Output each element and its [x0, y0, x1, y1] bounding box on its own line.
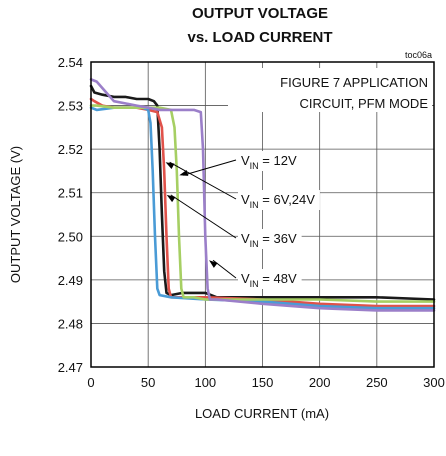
- chart-subtitle: vs. LOAD CURRENT: [187, 29, 332, 46]
- y-axis-label: OUTPUT VOLTAGE (V): [8, 146, 23, 283]
- y-tick-label: 2.48: [58, 316, 83, 331]
- x-axis-label: LOAD CURRENT (mA): [195, 406, 329, 421]
- label-arrowhead: [167, 195, 176, 202]
- y-tick-label: 2.53: [58, 99, 83, 114]
- label-arrow: [183, 160, 236, 175]
- x-tick-label: 150: [252, 375, 274, 390]
- x-tick-label: 300: [423, 375, 445, 390]
- x-ticks: 0 50 100 150 200 250 300: [87, 375, 444, 390]
- y-tick-label: 2.47: [58, 360, 83, 375]
- label-arrowhead: [166, 162, 175, 169]
- x-tick-label: 250: [366, 375, 388, 390]
- y-tick-label: 2.51: [58, 186, 83, 201]
- y-tick-label: 2.52: [58, 142, 83, 157]
- x-tick-label: 50: [141, 375, 155, 390]
- x-tick-label: 100: [194, 375, 216, 390]
- label-arrowhead: [209, 260, 218, 268]
- y-tick-label: 2.54: [58, 55, 83, 70]
- y-tick-label: 2.50: [58, 229, 83, 244]
- chart-title: OUTPUT VOLTAGE: [192, 5, 328, 22]
- annotation-line-2: CIRCUIT, PFM MODE: [299, 96, 428, 111]
- label-arrowhead: [179, 170, 188, 176]
- annotation-line-1: FIGURE 7 APPLICATION: [280, 75, 428, 90]
- y-tick-label: 2.49: [58, 273, 83, 288]
- figure-code: toc06a: [405, 50, 432, 60]
- y-ticks: 2.47 2.48 2.49 2.50 2.51 2.52 2.53 2.54: [58, 55, 83, 375]
- x-tick-label: 200: [309, 375, 331, 390]
- x-tick-label: 0: [87, 375, 94, 390]
